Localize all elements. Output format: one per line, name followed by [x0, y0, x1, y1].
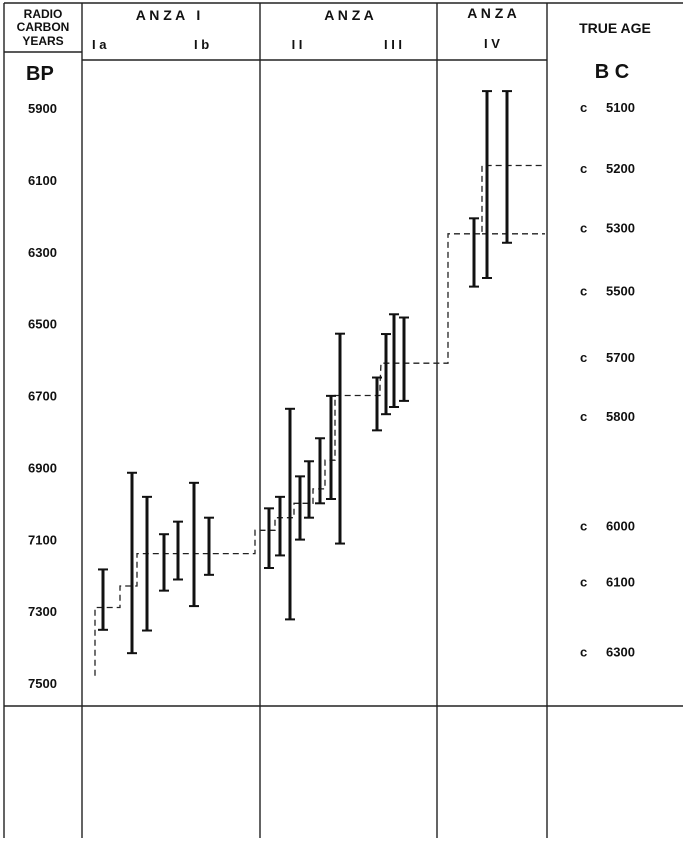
y-tick-label: 7300	[28, 604, 57, 619]
date-bar	[399, 316, 409, 402]
true-age-prefix: c	[580, 574, 587, 589]
true-age-value: 5800	[606, 409, 635, 424]
true-age-prefix: c	[580, 409, 587, 424]
true-age-prefix: c	[580, 100, 587, 115]
y-tick-label: 5900	[28, 101, 57, 116]
header-anza1-title: A N Z A I	[136, 7, 201, 23]
header-anza4-sub: I V	[484, 36, 500, 51]
date-bar	[127, 471, 137, 655]
y-tick-label: 6700	[28, 389, 57, 404]
true-age-value: 5200	[606, 161, 635, 176]
true-age-labels: c 5100 c 5200 c 5300 c 5500 c 5700 c 5800 c 6000 c 6100…	[580, 100, 635, 659]
date-bar	[295, 475, 305, 541]
true-age-prefix: c	[580, 644, 587, 659]
header-col0-line1: RADIO	[24, 7, 63, 21]
y-tick-label: 7100	[28, 532, 57, 547]
y-tick-label: 6300	[28, 245, 57, 260]
header-anza1-sub-a: I a	[92, 37, 107, 52]
date-bar	[304, 460, 314, 519]
date-bar	[335, 332, 345, 545]
date-bar	[98, 568, 108, 631]
date-bar	[482, 90, 492, 279]
date-bar	[285, 407, 295, 621]
date-bar	[326, 394, 336, 500]
y-tick-label: 6500	[28, 317, 57, 332]
date-bar	[264, 507, 274, 569]
header: RADIO CARBON YEARS A N Z A I I a I b A N…	[17, 5, 651, 85]
phase-step-path	[94, 164, 545, 676]
true-age-value: 6100	[606, 574, 635, 589]
header-col0-line3: YEARS	[22, 34, 63, 48]
header-anza1-sub-b: I b	[194, 37, 209, 52]
true-age-value: 6300	[606, 644, 635, 659]
date-bar	[159, 533, 169, 592]
date-bar	[275, 495, 285, 557]
date-bar	[204, 516, 214, 576]
true-age-value: 5500	[606, 283, 635, 298]
true-age-value: 6000	[606, 519, 635, 534]
true-age-value: 5700	[606, 350, 635, 365]
date-bar	[389, 313, 399, 408]
true-age-prefix: c	[580, 161, 587, 176]
true-age-prefix: c	[580, 220, 587, 235]
header-true-age: TRUE AGE	[579, 20, 651, 36]
header-anza23-sub-3: I I I	[384, 37, 402, 52]
date-bar	[142, 495, 152, 632]
phase-step-line	[94, 164, 545, 676]
date-bar	[315, 437, 325, 505]
header-anza4-title: A N Z A	[467, 5, 517, 21]
y-unit-bp: BP	[26, 63, 54, 85]
header-anza23-sub-2: I I	[292, 37, 303, 52]
y-tick-label: 6100	[28, 173, 57, 188]
header-anza23-title: A N Z A	[324, 7, 374, 23]
y-tick-label: 7500	[28, 676, 57, 691]
header-col0-line2: CARBON	[17, 20, 70, 34]
true-age-value: 5300	[606, 220, 635, 235]
date-bar	[502, 90, 512, 244]
date-bar	[189, 481, 199, 608]
true-age-unit-bc: B C	[595, 61, 629, 83]
chart-frame	[3, 2, 683, 838]
y-axis-ticks: 5900 6100 6300 6500 6700 6900 7100 7300 7500	[28, 101, 57, 691]
true-age-prefix: c	[580, 519, 587, 534]
true-age-prefix: c	[580, 283, 587, 298]
true-age-prefix: c	[580, 350, 587, 365]
date-bar	[372, 376, 382, 432]
date-bars	[98, 90, 512, 655]
date-bar	[381, 333, 391, 416]
y-tick-label: 6900	[28, 460, 57, 475]
date-bar	[173, 520, 183, 581]
true-age-value: 5100	[606, 100, 635, 115]
date-bar	[469, 217, 479, 288]
